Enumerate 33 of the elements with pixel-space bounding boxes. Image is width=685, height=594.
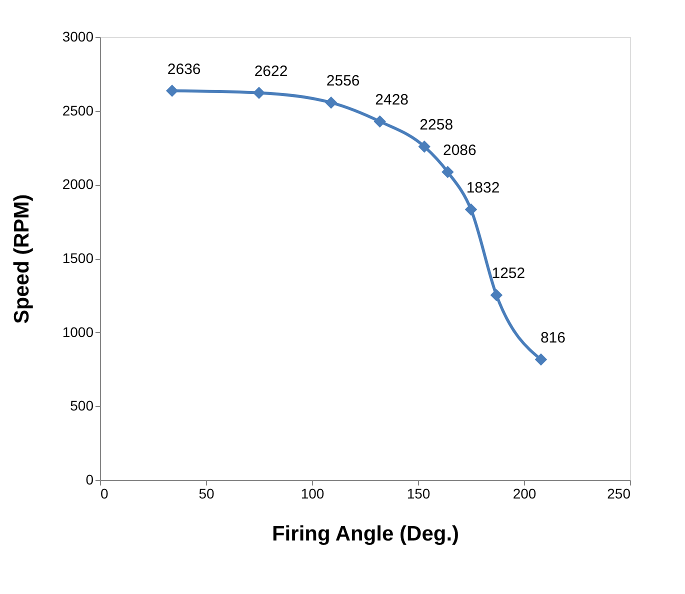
data-label: 2636 [167, 60, 201, 78]
y-tick-label: 1500 [62, 250, 94, 266]
data-label: 2622 [254, 62, 288, 80]
data-label: 1252 [492, 265, 526, 282]
y-axis-title: Speed (RPM) [10, 194, 34, 324]
x-tick-label: 200 [512, 486, 536, 502]
data-label: 2258 [420, 116, 454, 134]
point [166, 84, 178, 97]
point [464, 203, 478, 216]
x-tick-label: 150 [406, 486, 430, 502]
y-tick-label: 1000 [62, 324, 94, 340]
point [418, 140, 430, 153]
point [490, 288, 503, 302]
y-tick-label: 2500 [62, 102, 94, 118]
y-tick-label: 2000 [62, 176, 94, 192]
point [442, 166, 454, 178]
y-tick-label: 0 [86, 472, 94, 488]
y-tick-label: 500 [70, 398, 94, 414]
data-label: 1832 [466, 179, 500, 196]
y-tick-label: 3000 [62, 28, 94, 44]
x-axis-title: Firing Angle (Deg.) [272, 522, 460, 546]
x-tick-label: 50 [198, 486, 214, 502]
point [534, 353, 548, 366]
data-label: 816 [540, 330, 566, 347]
point [252, 86, 266, 99]
data-label: 2086 [442, 142, 476, 159]
data-label: 2556 [326, 72, 360, 90]
point [324, 96, 338, 109]
x-tick-label: 0 [100, 486, 108, 502]
x-tick-label: 100 [300, 486, 324, 502]
data-label: 2428 [375, 91, 409, 108]
point [374, 115, 386, 128]
x-tick-label: 250 [607, 486, 631, 502]
